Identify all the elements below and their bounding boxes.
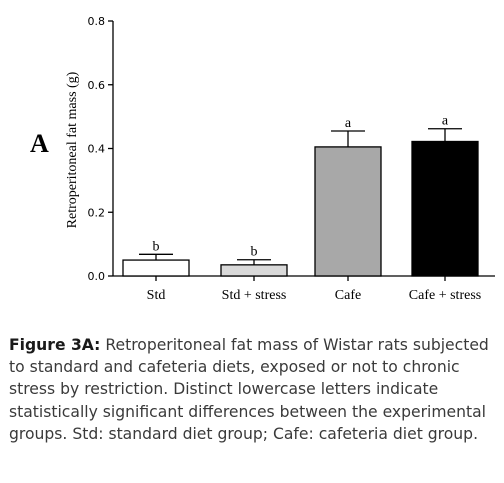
significance-letter: b <box>251 245 258 260</box>
y-tick-label: 0.0 <box>88 270 106 283</box>
y-tick-label: 0.6 <box>88 79 106 92</box>
x-tick-label: Std + stress <box>222 288 287 303</box>
significance-letter: b <box>153 239 160 254</box>
y-tick-label: 0.4 <box>88 143 106 156</box>
y-tick-label: 0.8 <box>88 15 106 28</box>
bar <box>314 146 382 277</box>
x-tick-label: Std <box>147 288 166 303</box>
bar <box>411 140 479 277</box>
caption-text: Retroperitoneal fat mass of Wistar rats … <box>9 336 489 443</box>
significance-letter: a <box>442 114 449 129</box>
bar <box>220 264 288 277</box>
bar-chart: A Retroperitoneal fat mass (g) 0.0 0.2 0.4… <box>30 15 495 303</box>
significance-letter: a <box>345 116 352 131</box>
figure-caption: Figure 3A: Retroperitoneal fat mass of W… <box>9 334 501 445</box>
caption-label: Figure 3A: <box>9 336 101 354</box>
x-tick-label: Cafe + stress <box>409 288 481 303</box>
y-axis-label: Retroperitoneal fat mass (g) <box>65 71 80 228</box>
y-tick-label: 0.2 <box>88 206 106 219</box>
x-tick-label: Cafe <box>335 288 361 303</box>
bar <box>122 259 190 277</box>
panel-label: A <box>30 129 49 158</box>
